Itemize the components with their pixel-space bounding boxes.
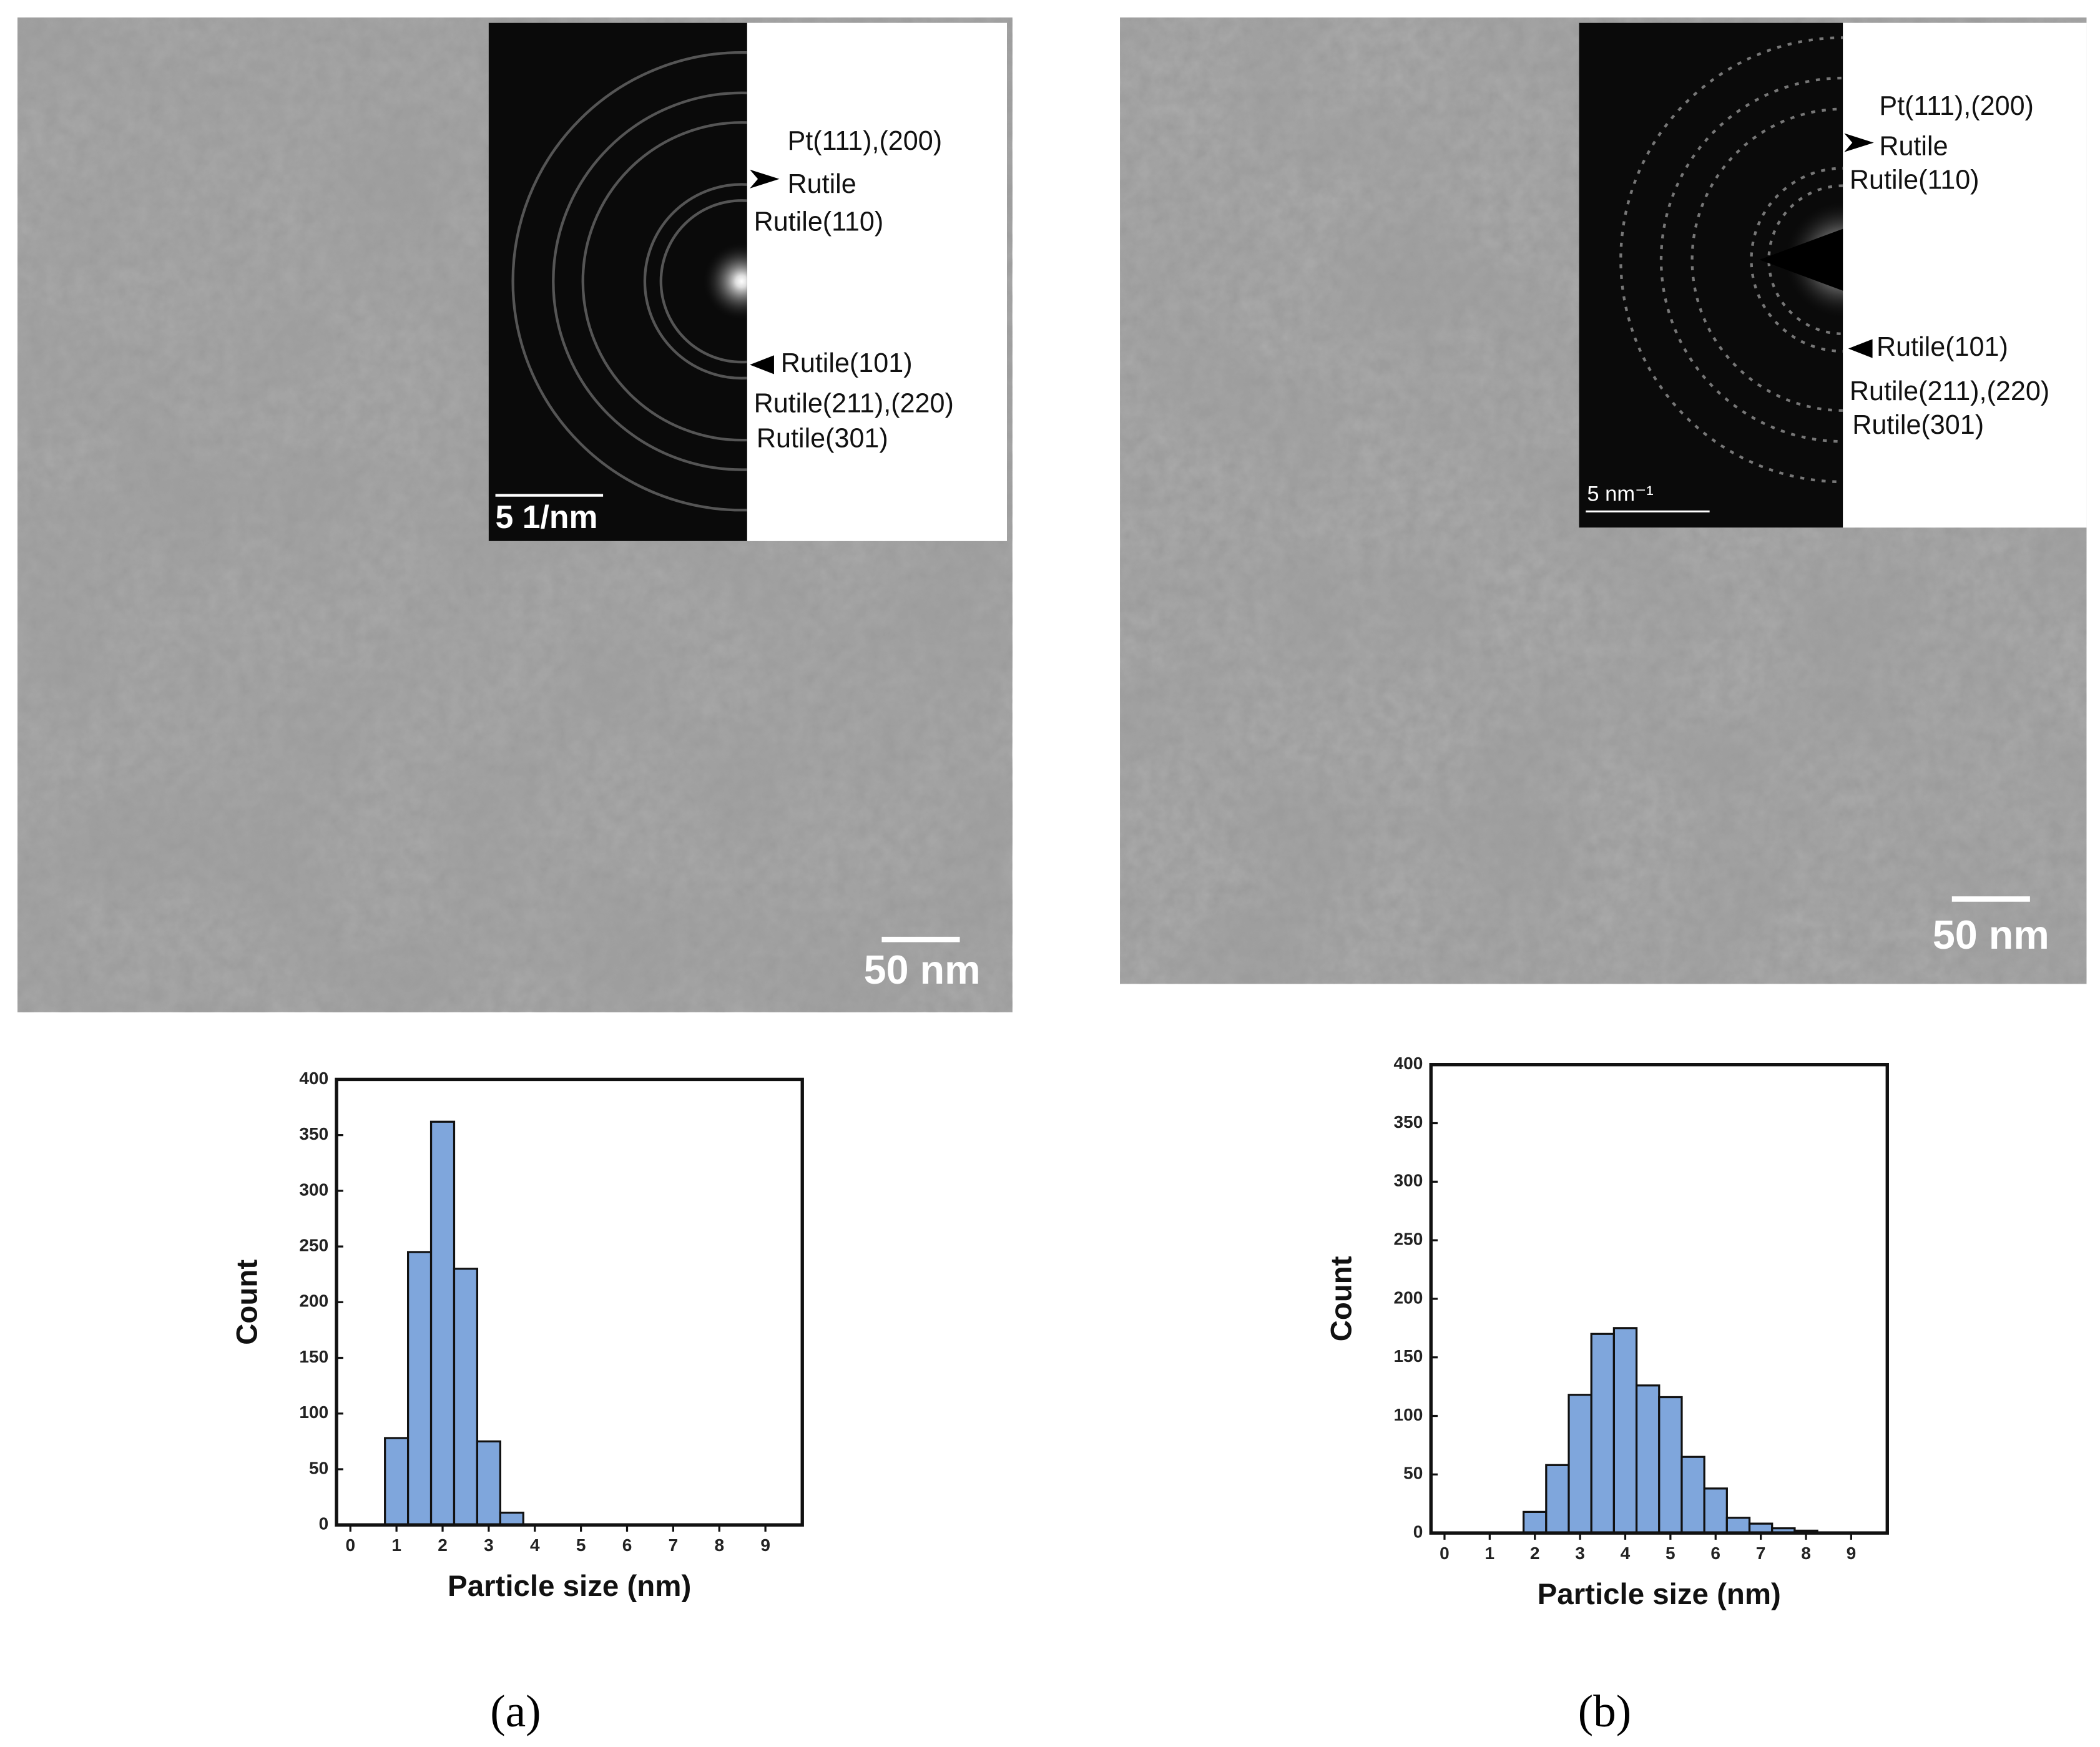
bar	[499, 1511, 524, 1526]
y-tick-label: 350	[1394, 1112, 1423, 1132]
bar	[1725, 1517, 1751, 1534]
bar	[429, 1120, 456, 1526]
bar	[384, 1437, 410, 1526]
panel-label: (a)	[490, 1686, 541, 1736]
y-tick-label: 400	[1394, 1054, 1423, 1073]
diffraction-label: Rutile(301)	[757, 424, 888, 454]
y-tick-label: 0	[1413, 1522, 1423, 1542]
inset-scale-bar-label: 5 1/nm	[496, 499, 598, 535]
diffraction-label: Rutile(101)	[781, 348, 913, 378]
y-tick-label: 150	[1394, 1346, 1423, 1366]
bar	[1590, 1333, 1616, 1534]
y-tick-label: 50	[1403, 1464, 1423, 1483]
diffraction-label: Rutile(110)	[1850, 165, 1980, 195]
x-tick-label: 0	[345, 1535, 355, 1555]
inset-scale-bar-label: 5 nm⁻¹	[1587, 482, 1653, 506]
x-tick-label: 6	[1710, 1544, 1720, 1563]
bar	[453, 1268, 479, 1526]
panel-label: (b)	[1578, 1686, 1631, 1736]
y-tick-label: 50	[309, 1458, 328, 1477]
y-tick-label: 250	[1394, 1230, 1423, 1249]
x-tick-label: 2	[1530, 1544, 1540, 1563]
bar	[1703, 1487, 1728, 1534]
x-tick-label: 6	[622, 1535, 632, 1555]
tem-image-b	[1120, 17, 2087, 984]
bar	[476, 1440, 501, 1526]
y-tick-label: 100	[299, 1402, 328, 1422]
y-tick-label: 0	[319, 1514, 329, 1534]
y-tick-label: 300	[1394, 1171, 1423, 1190]
x-axis-title: Particle size (nm)	[448, 1570, 691, 1603]
diffraction-label: Rutile(211),(220)	[754, 388, 954, 418]
x-tick-label: 7	[669, 1535, 679, 1555]
bar	[1658, 1396, 1683, 1534]
bar	[1612, 1327, 1638, 1534]
y-axis-title: Count	[1325, 1256, 1358, 1341]
y-tick-label: 200	[1394, 1288, 1423, 1307]
scale-bar-label: 50 nm	[1933, 912, 2049, 957]
x-tick-label: 4	[1621, 1544, 1631, 1563]
bar	[1635, 1384, 1661, 1534]
x-axis-title: Particle size (nm)	[1538, 1578, 1781, 1611]
y-tick-label: 250	[299, 1235, 328, 1255]
y-tick-label: 400	[299, 1069, 328, 1088]
y-tick-label: 150	[299, 1347, 328, 1366]
x-tick-label: 8	[1801, 1544, 1811, 1563]
diffraction-label: Rutile(211),(220)	[1850, 376, 2049, 406]
bar	[406, 1251, 433, 1526]
y-tick-label: 350	[299, 1124, 328, 1143]
plot-frame	[1429, 1063, 1889, 1535]
bar	[1545, 1464, 1570, 1534]
x-tick-label: 8	[714, 1535, 724, 1555]
x-tick-label: 0	[1440, 1544, 1450, 1563]
diffraction-label: Rutile(110)	[754, 207, 884, 237]
diffraction-label: Pt(111),(200)	[788, 126, 943, 156]
x-tick-label: 5	[576, 1535, 586, 1555]
tem-image-a	[17, 17, 1013, 1012]
scale-bar-label: 50 nm	[864, 947, 981, 992]
y-tick-label: 200	[299, 1291, 328, 1311]
x-tick-label: 9	[760, 1535, 770, 1555]
x-tick-label: 5	[1666, 1544, 1676, 1563]
diffraction-label: Rutile(301)	[1852, 410, 1984, 440]
y-axis-title: Count	[230, 1260, 263, 1345]
bar	[1568, 1394, 1592, 1534]
figure-texts: Pt(111),(200)RutileRutile(110)Rutile(101…	[490, 91, 2049, 1736]
y-tick-label: 100	[1394, 1405, 1423, 1424]
x-tick-label: 3	[1575, 1544, 1585, 1563]
x-tick-label: 2	[438, 1535, 448, 1555]
x-tick-label: 1	[391, 1535, 401, 1555]
diffraction-label: Pt(111),(200)	[1879, 91, 2034, 121]
y-tick-label: 300	[299, 1180, 328, 1199]
x-tick-label: 4	[530, 1535, 540, 1555]
x-tick-label: 3	[484, 1535, 494, 1555]
diffraction-label: Rutile	[788, 169, 856, 199]
x-tick-label: 7	[1756, 1544, 1766, 1563]
diffraction-label: Rutile(101)	[1877, 332, 2008, 362]
diffraction-label: Rutile	[1879, 132, 1948, 162]
bar	[1523, 1510, 1548, 1534]
bar	[1680, 1456, 1705, 1534]
x-tick-label: 1	[1485, 1544, 1495, 1563]
x-tick-label: 9	[1847, 1544, 1857, 1563]
plot-frame	[335, 1077, 804, 1527]
